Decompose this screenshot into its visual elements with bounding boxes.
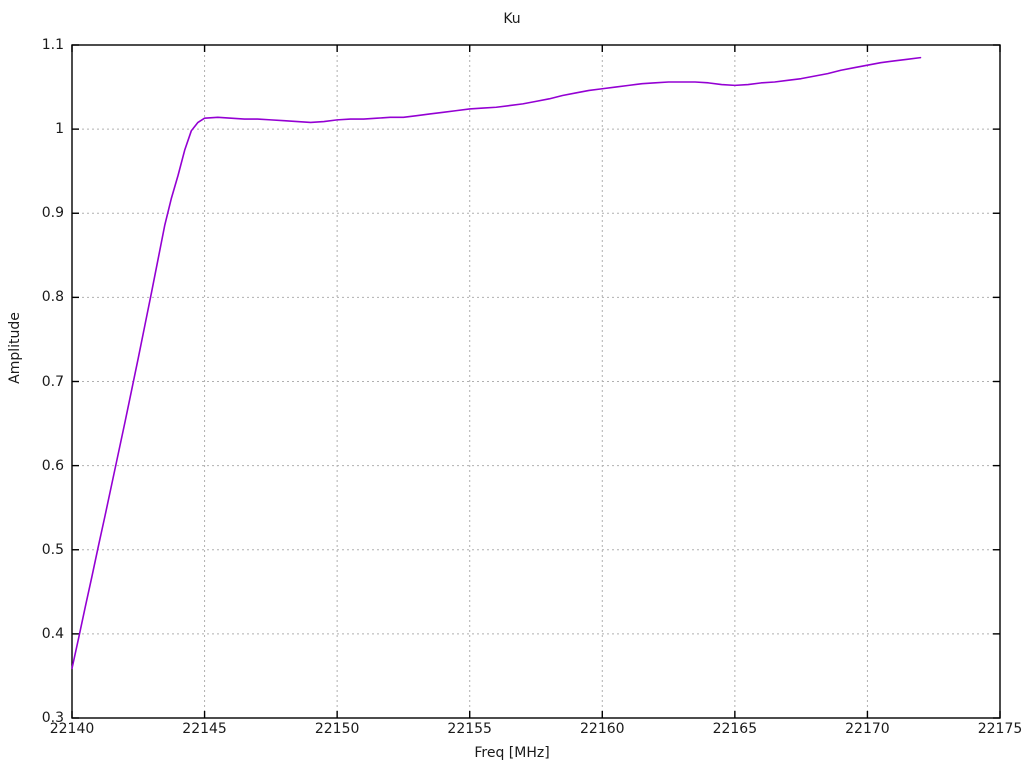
y-tick-label: 0.6 bbox=[41, 457, 64, 474]
y-tick-label: 0.3 bbox=[41, 710, 64, 726]
x-axis-label: Freq [MHz] bbox=[474, 745, 550, 761]
plot-frame bbox=[71, 44, 1001, 719]
x-tick-label: 22140 bbox=[49, 721, 95, 737]
x-tick-label: 22175 bbox=[977, 721, 1023, 737]
y-axis-tick-labels: 0.3 0.4 0.5 0.6 0.7 0.8 0.9 1 1.1 bbox=[0, 0, 64, 768]
data-series-line bbox=[71, 56, 922, 670]
chart-title: Ku bbox=[503, 11, 521, 27]
x-tick-label: 22155 bbox=[447, 721, 492, 737]
y-tick-label: 0.7 bbox=[41, 373, 64, 390]
x-tick-label: 22150 bbox=[314, 721, 360, 737]
y-tick-label: 0.4 bbox=[41, 625, 64, 642]
x-tick-label: 22160 bbox=[580, 721, 625, 737]
y-tick-label: 1.1 bbox=[41, 37, 64, 53]
y-tick-label: 0.8 bbox=[41, 289, 64, 306]
y-tick-label: 1 bbox=[55, 121, 64, 138]
y-tick-label: 0.5 bbox=[41, 541, 64, 558]
y-tick-label: 0.9 bbox=[41, 205, 64, 222]
x-tick-label: 22165 bbox=[712, 721, 758, 737]
x-tick-label: 22145 bbox=[182, 721, 227, 737]
x-tick-label: 22170 bbox=[845, 721, 890, 737]
